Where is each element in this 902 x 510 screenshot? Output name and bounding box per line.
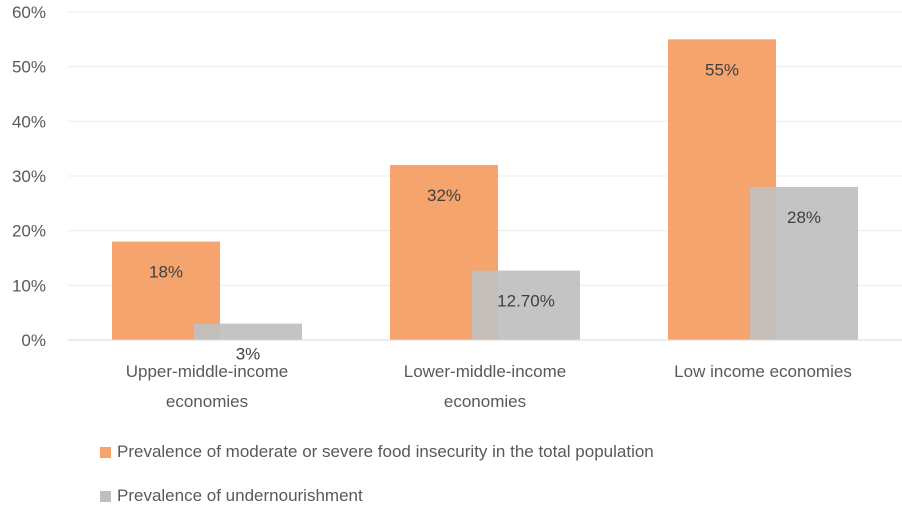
legend-swatch-food-insecurity — [100, 446, 111, 458]
y-axis: 0% 10% 20% 30% 40% 50% 60% — [12, 3, 46, 350]
data-label: 3% — [236, 345, 261, 364]
data-label: 18% — [149, 263, 183, 282]
legend-label-food-insecurity: Prevalence of moderate or severe food in… — [117, 442, 654, 461]
legend-swatch-undernourishment — [100, 490, 111, 502]
legend-item-food-insecurity: Prevalence of moderate or severe food in… — [100, 442, 654, 462]
bar-chart: 0% 10% 20% 30% 40% 50% 60% 18% 3% 32% 12.70% 55% 28… — [12, 3, 902, 411]
x-category-label: Lower-middle-income — [404, 362, 567, 381]
y-tick-label: 50% — [12, 58, 46, 77]
data-label: 32% — [427, 186, 461, 205]
y-tick-label: 40% — [12, 112, 46, 131]
x-axis: Upper-middle-income economies Lower-middle… — [126, 362, 852, 411]
data-label: 55% — [705, 60, 739, 79]
legend-item-undernourishment: Prevalence of undernourishment — [100, 486, 363, 506]
y-tick-label: 20% — [12, 222, 46, 241]
legend-label-undernourishment: Prevalence of undernourishment — [117, 486, 363, 505]
bar-undernourishment — [194, 323, 302, 340]
y-tick-label: 30% — [12, 167, 46, 186]
bars: 18% 3% 32% 12.70% 55% 28% — [112, 39, 858, 364]
x-category-label: Upper-middle-income — [126, 362, 289, 381]
data-label: 28% — [787, 208, 821, 227]
y-tick-label: 0% — [21, 331, 46, 350]
y-tick-label: 60% — [12, 3, 46, 22]
bar-undernourishment — [750, 186, 858, 340]
bar-undernourishment — [472, 270, 580, 340]
x-category-label: economies — [444, 392, 526, 411]
x-category-label: economies — [166, 392, 248, 411]
data-label: 12.70% — [497, 292, 555, 311]
x-category-label: Low income economies — [674, 362, 852, 381]
y-tick-label: 10% — [12, 276, 46, 295]
